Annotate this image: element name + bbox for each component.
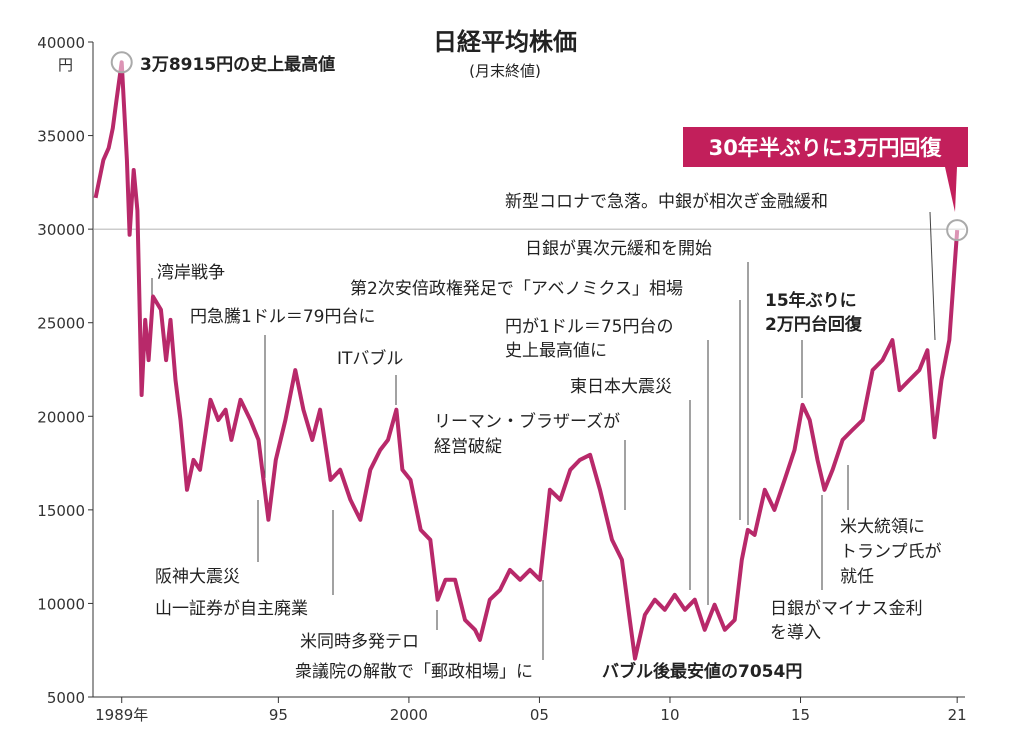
annotation: 日銀が異次元緩和を開始: [525, 239, 712, 259]
annotation: ITバブル: [337, 348, 403, 369]
highlight-box: [683, 127, 968, 167]
annotations: 3万8915円の史上最高値 湾岸戦争 円急騰1ドル＝79円台に ITバブル 第2…: [140, 54, 942, 682]
x-tick-label: 10: [660, 706, 679, 724]
x-tick-label: 21: [948, 706, 967, 724]
annotation: 湾岸戦争: [157, 263, 225, 283]
annotation: 円急騰1ドル＝79円台に: [190, 307, 375, 327]
y-tick-label: 20000: [37, 408, 85, 426]
annotation: を導入: [770, 623, 821, 643]
annotation: 東日本大震災: [570, 377, 672, 397]
leaders: [151, 211, 936, 660]
y-tick-label: 40000: [37, 34, 85, 52]
annotation: 山一証券が自主廃業: [155, 599, 308, 619]
annotation: 円が1ドル＝75円台の: [505, 317, 673, 337]
annotation: 米大統領に: [840, 517, 925, 537]
highlight-text: 30年半ぶりに3万円回復: [709, 136, 943, 160]
y-tick-label: 10000: [37, 595, 85, 613]
x-tick-label: 05: [530, 706, 549, 724]
x-tick-label: 15: [791, 706, 810, 724]
x-tick-label: 95: [269, 706, 288, 724]
highlight-pointer: [945, 167, 957, 212]
annotation: 就任: [840, 567, 874, 587]
y-tick-label: 25000: [37, 315, 85, 333]
x-tick-label: 2000: [390, 706, 428, 724]
point-marker: [946, 219, 969, 242]
annotation: 第2次安倍政権発足で「アベノミクス」相場: [350, 279, 683, 299]
annotation: 史上最高値に: [505, 341, 607, 361]
annotation: トランプ氏が: [840, 542, 942, 562]
y-tick-label: 35000: [37, 128, 85, 146]
y-tick-label: 5000: [47, 689, 85, 707]
highlight: 30年半ぶりに3万円回復: [683, 127, 968, 212]
annotation: 15年ぶりに: [765, 290, 857, 311]
price-line: [93, 60, 960, 661]
point-marker: [110, 51, 133, 74]
leader: [929, 211, 936, 341]
y-unit: 円: [58, 56, 73, 74]
annotation: リーマン・ブラザーズが: [434, 411, 620, 432]
annotation: 日銀がマイナス金利: [770, 599, 923, 619]
annotation: 米同時多発テロ: [300, 632, 419, 652]
annotation: 衆議院の解散で「郵政相場」に: [295, 662, 533, 682]
annotation: 2万円台回復: [765, 314, 863, 335]
annotation: 阪神大震災: [155, 567, 240, 587]
annotation: 3万8915円の史上最高値: [140, 54, 335, 75]
annotation: バブル後最安値の7054円: [602, 661, 802, 682]
annotation: 新型コロナで急落。中銀が相次ぎ金融緩和: [505, 192, 828, 212]
y-tick-label: 30000: [37, 221, 85, 239]
chart-subtitle: (月末終値): [469, 62, 541, 80]
chart-title: 日経平均株価: [433, 28, 577, 56]
annotation: 経営破綻: [434, 437, 502, 457]
y-tick-label: 15000: [37, 502, 85, 520]
x-tick-label: 1989年: [95, 706, 148, 724]
